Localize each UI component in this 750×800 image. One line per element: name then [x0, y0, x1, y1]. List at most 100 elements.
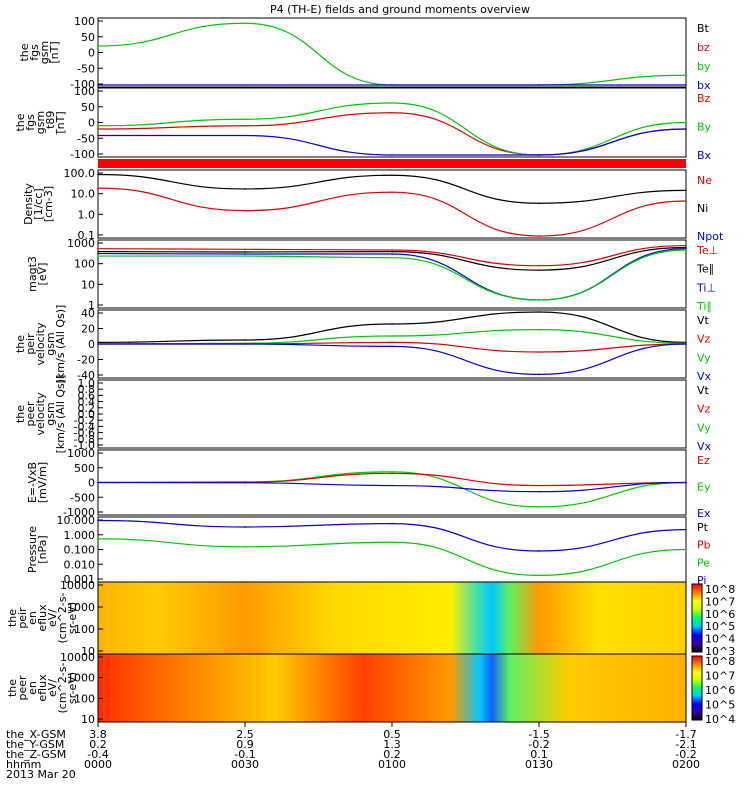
x-tick-label: -1.5 [528, 728, 549, 741]
series-group-5 [97, 311, 687, 376]
data-point [391, 471, 393, 473]
y-tick-label: 0 [88, 117, 95, 130]
series-group-1 [97, 22, 687, 86]
data-point [391, 102, 393, 104]
colorbar-tick-label: 10^4 [705, 713, 735, 726]
data-point [244, 526, 246, 528]
x-tick-label: 0200 [672, 758, 700, 771]
x-row-label: hhmm [6, 758, 41, 771]
data-point [244, 118, 246, 121]
y-axis-label: eV/ [46, 679, 59, 697]
data-point [97, 252, 99, 255]
y-axis-label: [nT] [48, 41, 61, 63]
legend-entry: Npot [697, 230, 724, 243]
legend-entry: Pb [697, 539, 711, 552]
colorbar-tick-label: 10^4 [705, 633, 735, 646]
data-point [538, 351, 540, 353]
y-tick-label: 10.000 [57, 514, 96, 527]
series-group-8 [97, 519, 687, 577]
legend-entry: by [697, 60, 711, 73]
legend-entry: bx [697, 79, 711, 92]
y-axis-label: fgs [28, 44, 41, 61]
data-point [538, 84, 540, 86]
y-tick-label: 10000 [60, 651, 95, 664]
panel-10: 10^8 10^710^6 10^510^4 10000 1000 100 10 thepee… [6, 651, 735, 726]
data-point [244, 482, 246, 484]
y-axis-label: [1/cc] [32, 188, 45, 219]
x-row-label: the_X-GSM [6, 728, 66, 741]
data-point [538, 550, 540, 552]
x-tick-label: -1.7 [675, 728, 696, 741]
y-axis-label: [nPa] [36, 535, 49, 563]
y-axis-label: (cm^2-s- [56, 593, 69, 644]
y-tick-label: -0.2 [74, 414, 95, 427]
y-axis-label: [mV/m] [36, 462, 49, 503]
data-point [97, 247, 99, 250]
legend-entry: Bt [697, 22, 710, 35]
colorbar [691, 655, 703, 721]
y-axis-label: the [14, 405, 27, 423]
y-tick-label: 1.0 [78, 377, 96, 390]
y-tick-label: 100 [74, 258, 95, 271]
y-axis-label: peir [24, 333, 37, 355]
colorbar-tick-label: 10^6 [705, 608, 735, 621]
data-point [538, 574, 540, 577]
y-axis-label: [km/s (All Qs)] [54, 305, 67, 384]
y-tick-label: 0.100 [64, 544, 96, 557]
colorbar-tick-label: 10^7 [705, 670, 735, 683]
x-row-label: the_Z-GSM [6, 748, 66, 761]
data-point [685, 528, 687, 531]
panel-9: 10^810^710^610^510^410^3 10000 1000 100 10 th… [6, 579, 735, 658]
data-point [391, 335, 393, 337]
y-tick-label: -50 [77, 132, 95, 145]
y-axis-label: en [26, 611, 39, 625]
y-tick-label: 0.2 [78, 402, 96, 415]
y-axis-label: the [14, 335, 27, 353]
series-line-Ez [97, 472, 687, 487]
legend-entry: Vz [697, 403, 711, 416]
y-tick-label: 0.001 [64, 573, 96, 586]
series-line-Ex [97, 481, 687, 493]
legend-entry: Ez [697, 454, 710, 467]
y-axis-label: [nT] [54, 111, 67, 133]
data-point [391, 472, 393, 475]
y-tick-label: -50 [77, 62, 95, 75]
legend-entry: bz [697, 41, 710, 54]
data-point [538, 264, 540, 267]
data-point [538, 299, 540, 301]
x-tick-label: 0.1 [530, 748, 548, 761]
x-tick-label: -0.1 [234, 748, 255, 761]
legend-entry: Pt [697, 521, 709, 534]
series-line-By [97, 102, 687, 156]
data-point [244, 253, 246, 255]
y-axis-label: [km/s (All Qs)] [54, 375, 67, 454]
data-point [391, 191, 393, 193]
data-point [97, 187, 99, 189]
y-axis-label: gsm [44, 332, 57, 355]
data-point [97, 343, 99, 345]
data-point [538, 506, 540, 508]
y-axis-label: gsm [34, 111, 47, 134]
data-point [685, 481, 687, 484]
legend-entry: Ni [697, 202, 708, 215]
data-point [391, 256, 393, 259]
data-point [538, 311, 540, 313]
y-axis-label: the [6, 679, 19, 697]
y-tick-label: 10 [81, 713, 95, 726]
y-tick-label: 0.8 [78, 383, 96, 396]
panel-frame [97, 379, 687, 449]
data-point [244, 209, 246, 212]
data-point [244, 343, 246, 345]
x-tick-label: 2.5 [236, 728, 254, 741]
x-tick-label: 3.8 [89, 728, 107, 741]
series-group-4 [97, 244, 687, 301]
y-axis-label: peer [16, 675, 29, 701]
legend-entry: Ti∥ [696, 300, 712, 313]
y-axis-label: E=-VxB [26, 462, 39, 503]
data-point [97, 481, 99, 484]
x-tick-label: 0000 [84, 758, 112, 771]
colorbar-tick-label: 10^5 [705, 620, 735, 633]
y-tick-label: 50 [81, 31, 95, 44]
y-tick-label: -0.4 [74, 420, 95, 433]
